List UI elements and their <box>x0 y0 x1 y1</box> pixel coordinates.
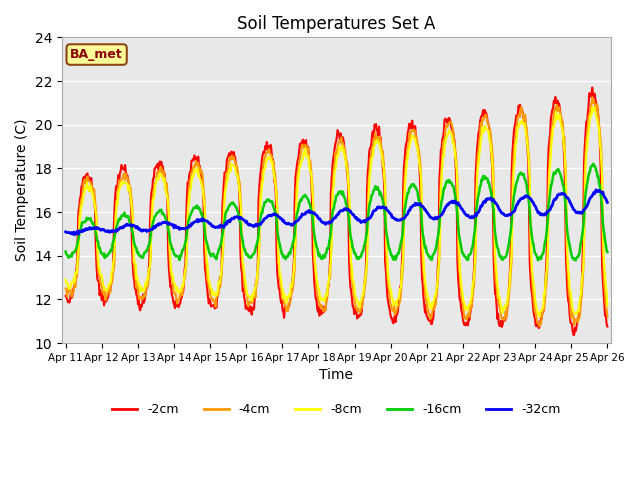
Text: BA_met: BA_met <box>70 48 123 61</box>
X-axis label: Time: Time <box>319 368 353 382</box>
Legend: -2cm, -4cm, -8cm, -16cm, -32cm: -2cm, -4cm, -8cm, -16cm, -32cm <box>108 398 566 421</box>
Title: Soil Temperatures Set A: Soil Temperatures Set A <box>237 15 436 33</box>
Y-axis label: Soil Temperature (C): Soil Temperature (C) <box>15 119 29 262</box>
